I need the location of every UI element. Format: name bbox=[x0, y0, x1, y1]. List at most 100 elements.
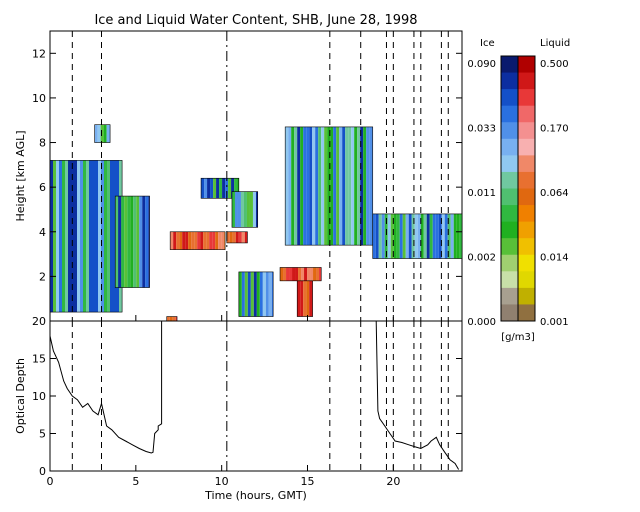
cloud-stripe bbox=[74, 160, 77, 313]
cloud-region-outline bbox=[169, 231, 226, 250]
cloud-stripe bbox=[231, 178, 235, 199]
cloud-stripe bbox=[303, 126, 307, 246]
cloud-stripe bbox=[176, 231, 180, 250]
cloud-stripe bbox=[450, 213, 454, 259]
cloud-stripe bbox=[405, 213, 409, 259]
cloud-region-ice bbox=[284, 126, 374, 246]
cloud-stripe bbox=[130, 196, 134, 288]
cloud-stripe bbox=[348, 126, 352, 246]
colorbar-swatch bbox=[518, 304, 535, 322]
cloud-region-liquid bbox=[296, 280, 313, 317]
cloud-stripe bbox=[294, 126, 298, 246]
cloud-stripe bbox=[390, 213, 394, 259]
ice-colorbar-ticks: 0.090 0.033 0.011 0.002 0.000 bbox=[467, 59, 496, 328]
cloud-stripe bbox=[222, 178, 226, 199]
cloud-region-liquid bbox=[279, 267, 322, 282]
cloud-stripe bbox=[107, 160, 110, 313]
cloud-stripe bbox=[83, 160, 86, 313]
colorbar-tick-label: 0.033 bbox=[467, 124, 496, 135]
cloud-stripe bbox=[225, 178, 229, 199]
cloud-stripe bbox=[170, 231, 174, 250]
cloud-stripe bbox=[92, 160, 95, 313]
colorbar-swatch bbox=[518, 205, 535, 223]
cloud-stripe bbox=[300, 126, 304, 246]
y-tick-label: 15 bbox=[32, 353, 46, 366]
cloud-stripe bbox=[98, 160, 101, 313]
cloud-stripe bbox=[306, 280, 310, 317]
y-tick-label: 8 bbox=[39, 137, 46, 150]
cloud-stripe bbox=[414, 213, 418, 259]
cloud-stripe bbox=[321, 126, 325, 246]
cloud-stripe bbox=[298, 267, 302, 281]
cloud-stripe bbox=[124, 196, 128, 288]
cloud-stripe bbox=[280, 267, 284, 281]
cloud-stripe bbox=[360, 126, 364, 246]
cloud-stripe bbox=[89, 160, 92, 313]
cloud-stripe bbox=[283, 267, 287, 281]
bottom-panel-frame bbox=[49, 320, 463, 472]
cloud-stripe bbox=[110, 160, 113, 313]
legend-ice-label: Ice bbox=[480, 38, 495, 49]
cloud-stripe bbox=[53, 160, 56, 313]
colorbar-swatch bbox=[518, 138, 535, 156]
cloud-stripe bbox=[336, 126, 340, 246]
cloud-stripe bbox=[106, 124, 110, 143]
cloud-stripe bbox=[246, 191, 250, 228]
cloud-stripe bbox=[297, 126, 301, 246]
colorbar-tick-label: 0.002 bbox=[467, 253, 496, 264]
cloud-stripe bbox=[345, 126, 349, 246]
cloud-stripe bbox=[237, 191, 241, 228]
x-tick-label: 10 bbox=[215, 475, 229, 488]
cloud-stripe bbox=[249, 191, 253, 228]
cloud-stripe bbox=[94, 124, 98, 143]
cloud-stripe bbox=[212, 231, 216, 250]
cloud-region-outline bbox=[114, 195, 150, 288]
cloud-region-outline bbox=[296, 280, 313, 317]
cloud-stripe bbox=[62, 160, 65, 313]
ice-colorbar bbox=[501, 56, 518, 322]
cloud-stripe bbox=[238, 231, 242, 243]
cloud-stripe bbox=[179, 231, 183, 250]
cloud-stripe bbox=[59, 160, 62, 313]
cloud-region-liquid bbox=[226, 231, 248, 244]
cloud-stripe bbox=[399, 213, 403, 259]
cloud-stripe bbox=[68, 160, 71, 313]
cloud-stripe bbox=[221, 231, 225, 250]
cloud-stripe bbox=[435, 213, 439, 259]
colorbar-swatch bbox=[501, 304, 518, 322]
legend-units: [g/m3] bbox=[501, 332, 535, 343]
cloud-stripe bbox=[459, 213, 462, 259]
cloud-stripe bbox=[188, 231, 192, 250]
y-tick-label: 12 bbox=[32, 47, 46, 60]
cloud-region-ice bbox=[114, 195, 150, 288]
cloud-stripe bbox=[133, 196, 137, 288]
cloud-stripe bbox=[80, 160, 83, 313]
cloud-stripe bbox=[456, 213, 460, 259]
cloud-stripe bbox=[234, 191, 238, 228]
cloud-stripe bbox=[411, 213, 415, 259]
cloud-stripe bbox=[351, 126, 355, 246]
cloud-stripe bbox=[215, 231, 219, 250]
cloud-stripe bbox=[369, 126, 373, 246]
cloud-stripe bbox=[304, 267, 308, 281]
cloud-stripe bbox=[432, 213, 436, 259]
cloud-stripe bbox=[253, 271, 257, 317]
colorbar-swatch bbox=[501, 271, 518, 289]
cloud-stripe bbox=[231, 191, 235, 228]
cloud-stripe bbox=[219, 178, 223, 199]
cloud-stripe bbox=[333, 126, 337, 246]
cloud-stripe bbox=[259, 271, 263, 317]
y-tick-label: 4 bbox=[39, 226, 46, 239]
x-tick-label: 0 bbox=[47, 475, 54, 488]
cloud-stripe bbox=[166, 316, 170, 321]
bottom-y-ticks: 0 5 10 15 20 bbox=[32, 315, 462, 478]
cloud-stripe bbox=[77, 160, 80, 313]
colorbar-swatch bbox=[518, 56, 535, 74]
cloud-stripe bbox=[235, 231, 239, 243]
cloud-stripe bbox=[237, 178, 239, 199]
cloud-stripe bbox=[301, 267, 305, 281]
cloud-stripe bbox=[420, 213, 424, 259]
cloud-stripe bbox=[339, 126, 343, 246]
cloud-stripe bbox=[297, 280, 301, 317]
cloud-stripe bbox=[285, 126, 289, 246]
